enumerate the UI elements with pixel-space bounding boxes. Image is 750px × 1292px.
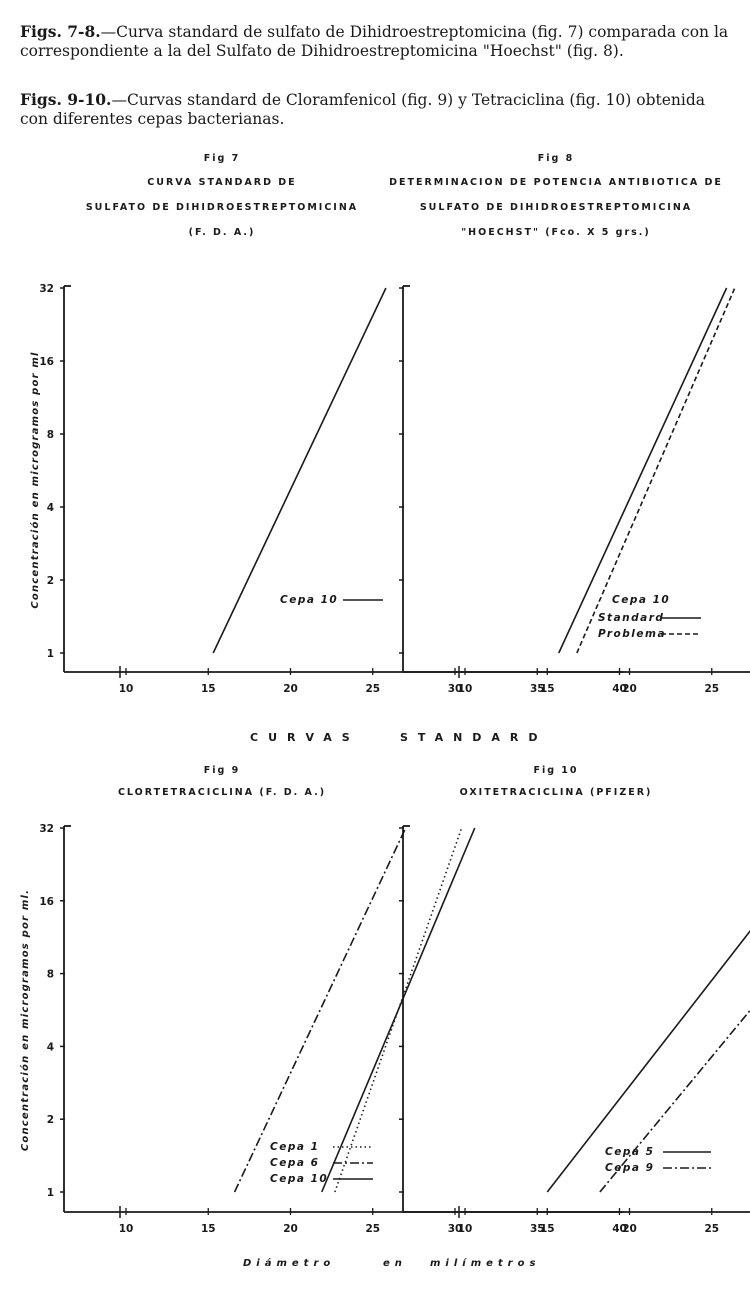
chart-title-line: SULFATO DE DIHIDROESTREPTOMICINA (420, 202, 692, 213)
x-tick-label: 20 (622, 683, 637, 695)
legend-title: Cepa 10 (612, 594, 670, 606)
section-title-standard: STANDARD (400, 731, 548, 744)
figure-number: Fig 9 (204, 765, 240, 776)
figure-number: Fig 10 (533, 765, 578, 776)
x-tick-label: 10 (119, 1223, 134, 1235)
x-tick-label: 25 (704, 1223, 719, 1235)
caption-text: —Curvas standard de Cloramfenicol (fig. … (20, 91, 706, 128)
y-axis-label: Concentración en microgramos por ml (29, 351, 41, 608)
y-tick-label: 4 (47, 502, 54, 514)
x-tick-label: 30 (448, 1223, 463, 1235)
series-line (334, 827, 463, 1193)
x-tick-label: 35 (530, 683, 545, 695)
x-tick-label: 10 (458, 1223, 473, 1235)
caption-label: Figs. 9-10. (20, 90, 112, 109)
series-line (546, 929, 750, 1193)
chart-title-line: "HOECHST" (Fco. X 5 grs.) (461, 227, 651, 238)
series-line (233, 827, 407, 1193)
y-tick-label: 32 (39, 823, 54, 835)
legend-label: Standard (598, 612, 664, 624)
x-tick-label: 35 (530, 1223, 545, 1235)
x-tick-label: 25 (365, 1223, 380, 1235)
caption-text: —Curva standard de sulfato de Dihidroest… (20, 23, 729, 60)
caption-figs-7-8: Figs. 7-8.—Curva standard de sulfato de … (20, 22, 735, 61)
legend-label: Cepa 10 (270, 1173, 328, 1185)
x-tick-label: 25 (365, 683, 380, 695)
chart-title-line: OXITETRACICLINA (PFIZER) (460, 787, 653, 798)
legend-label: Problema (598, 628, 666, 640)
y-tick-label: 16 (39, 356, 54, 368)
y-tick-label: 2 (47, 1114, 54, 1126)
x-tick-label: 20 (283, 1223, 298, 1235)
chart-title-line: SULFATO DE DIHIDROESTREPTOMICINA (86, 202, 358, 213)
y-tick-label: 4 (47, 1041, 54, 1053)
legend-label: Cepa 5 (605, 1146, 654, 1158)
x-tick-label: 30 (448, 683, 463, 695)
x-tick-label: 15 (540, 683, 555, 695)
x-tick-label: 15 (540, 1223, 555, 1235)
legend-label: Cepa 1 (270, 1141, 319, 1153)
chart-title-line: CLORTETRACICLINA (F. D. A.) (118, 787, 326, 798)
x-tick-label: 40 (612, 1223, 627, 1235)
caption-label: Figs. 7-8. (20, 22, 101, 41)
y-tick-label: 16 (39, 896, 54, 908)
y-tick-label: 1 (47, 1187, 54, 1199)
x-tick-label: 15 (201, 683, 216, 695)
y-tick-label: 2 (47, 575, 54, 587)
x-tick-label: 25 (704, 683, 719, 695)
y-tick-label: 1 (47, 648, 54, 660)
figure-number: Fig 8 (538, 153, 574, 164)
x-tick-label: 10 (119, 683, 134, 695)
y-tick-label: 8 (47, 429, 54, 441)
x-tick-label: 10 (458, 683, 473, 695)
y-tick-label: 32 (39, 283, 54, 295)
x-tick-label: 15 (201, 1223, 216, 1235)
legend-label: Cepa 6 (270, 1157, 319, 1169)
y-axis-label: Concentración en microgramos por ml. (19, 889, 31, 1151)
series-line (321, 827, 476, 1193)
section-title-curvas: CURVAS (250, 731, 360, 744)
series-line (599, 1009, 750, 1193)
x-axis-caption-word: en (383, 1258, 407, 1269)
chart-title-line: (F. D. A.) (189, 227, 256, 238)
series-line (558, 287, 728, 654)
legend-label: Cepa 9 (605, 1162, 654, 1174)
legend-label: Cepa 10 (280, 594, 338, 606)
x-tick-label: 40 (612, 683, 627, 695)
x-axis-caption-word: Diámetro (243, 1257, 335, 1269)
caption-figs-9-10: Figs. 9-10.—Curvas standard de Cloramfen… (20, 90, 735, 129)
series-line (576, 287, 736, 654)
x-tick-label: 20 (622, 1223, 637, 1235)
y-tick-label: 8 (47, 969, 54, 981)
chart-title-line: CURVA STANDARD DE (147, 177, 296, 188)
x-axis-caption-word: milímetros (430, 1257, 540, 1269)
chart-title-line: DETERMINACION DE POTENCIA ANTIBIOTICA DE (389, 177, 723, 188)
figure-number: Fig 7 (204, 153, 240, 164)
x-tick-label: 20 (283, 683, 298, 695)
series-line (212, 287, 387, 654)
